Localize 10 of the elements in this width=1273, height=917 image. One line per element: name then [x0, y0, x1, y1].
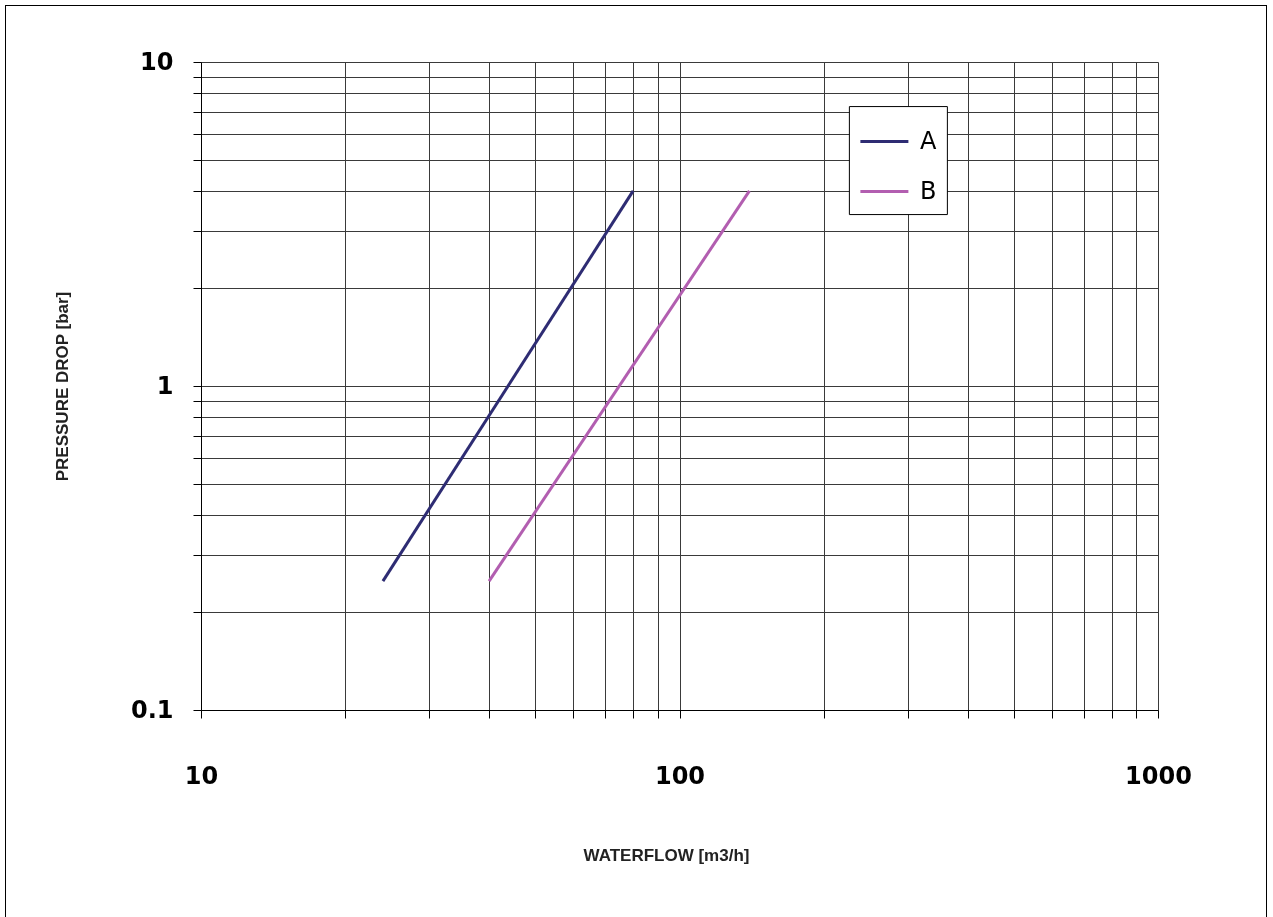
- legend-label: B: [919, 176, 937, 205]
- x-axis-title: WATERFLOW [m3/h]: [583, 845, 750, 865]
- y-tick-label: 0.1: [130, 695, 174, 724]
- x-tick-label: 10: [184, 761, 219, 790]
- y-tick-label: 1: [156, 371, 174, 400]
- y-tick-label: 10: [140, 47, 174, 76]
- legend-label: A: [919, 126, 937, 155]
- x-tick-label: 100: [654, 761, 706, 790]
- y-axis-title: PRESSURE DROP [bar]: [52, 291, 72, 482]
- x-tick-label: 1000: [1125, 761, 1192, 790]
